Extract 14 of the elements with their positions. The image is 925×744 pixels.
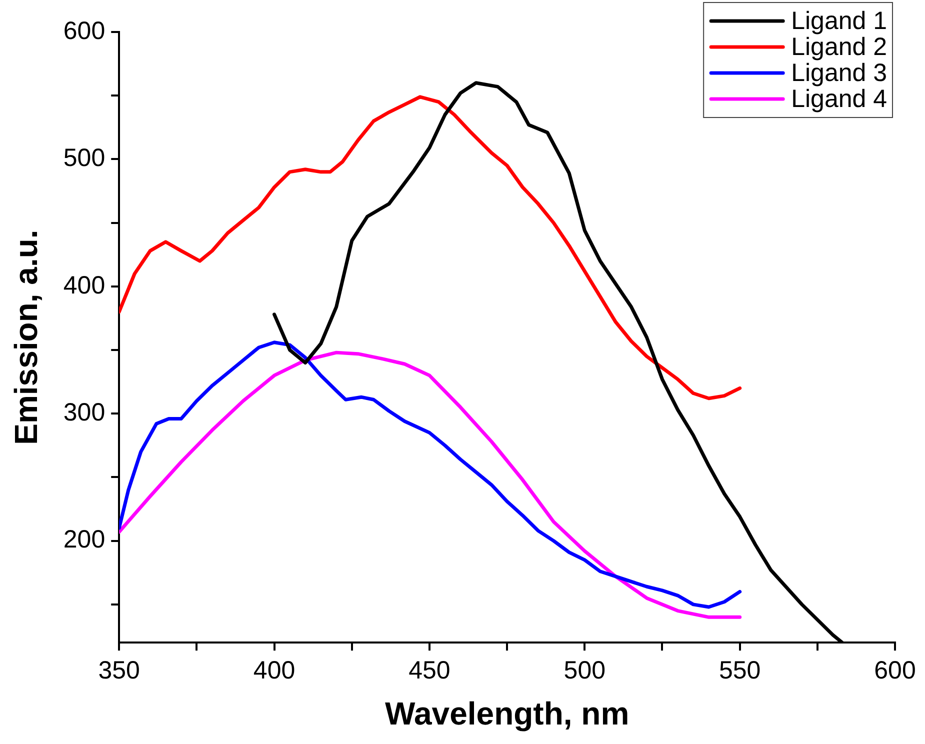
x-tick-label: 350 xyxy=(98,656,140,684)
x-tick-label: 400 xyxy=(253,656,296,684)
y-tick-label: 600 xyxy=(63,16,106,45)
x-tick-label: 550 xyxy=(718,656,761,684)
x-tick-label: 500 xyxy=(564,656,606,684)
y-tick-label: 500 xyxy=(63,144,106,172)
y-axis-title: Emission, a.u. xyxy=(8,230,44,445)
y-tick-label: 300 xyxy=(63,398,106,427)
y-tick-label: 200 xyxy=(63,526,106,554)
x-axis-title: Wavelength, nm xyxy=(384,696,630,732)
x-tick-label: 600 xyxy=(874,656,916,684)
x-tick-label: 450 xyxy=(408,656,450,684)
legend-label: Ligand 1 xyxy=(791,6,888,35)
y-tick-label: 400 xyxy=(63,271,106,300)
